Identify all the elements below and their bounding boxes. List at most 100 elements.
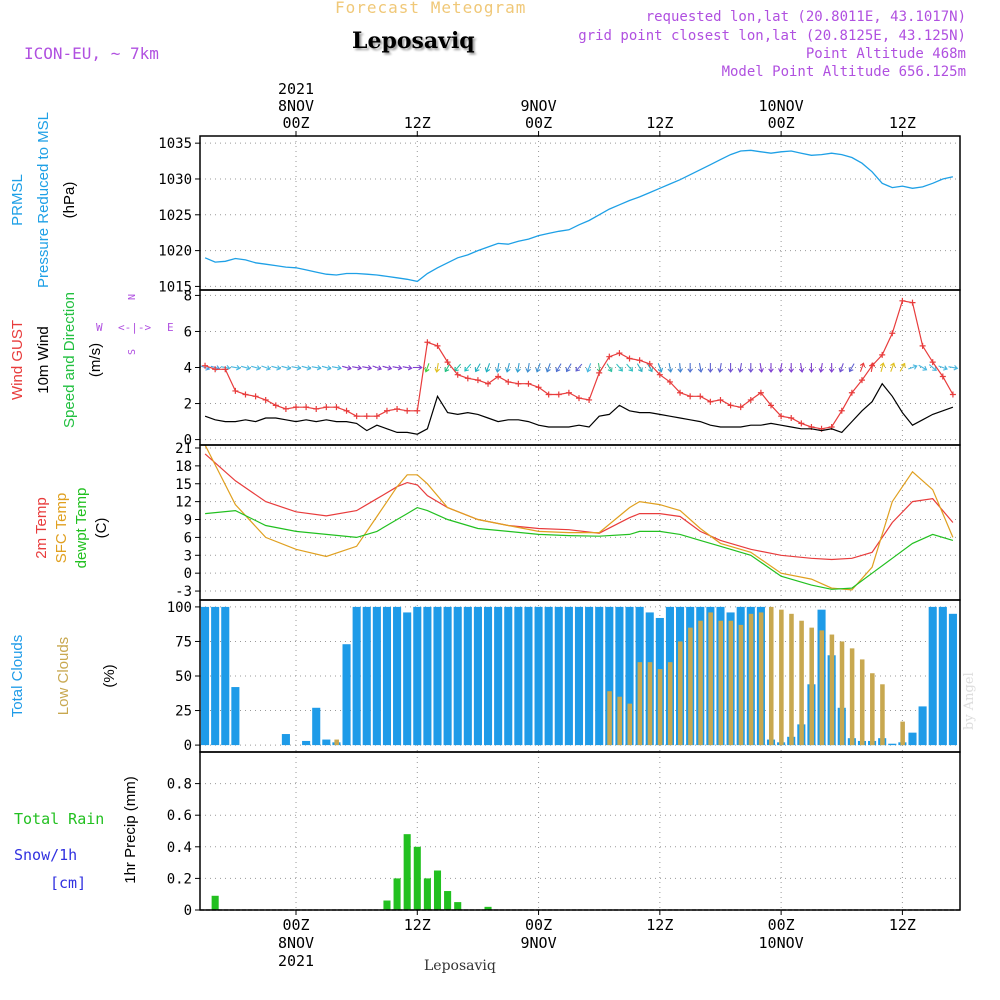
gust-marker (434, 342, 441, 349)
gust-marker (687, 393, 694, 400)
wind-arrow-head (677, 368, 683, 373)
low-cloud-bar (708, 612, 713, 746)
wind-arrow-shaft (880, 363, 884, 372)
wind-arrow-head (535, 367, 541, 373)
wind-arrow-shaft (668, 362, 672, 373)
dewpoint-line (205, 506, 954, 590)
gust-marker (838, 407, 845, 414)
wind-arrow-head (464, 366, 469, 372)
wind-arrow-head (648, 367, 653, 373)
wind-direction-arrow (555, 363, 562, 373)
bottom-time-label: 00Z (525, 916, 552, 934)
wind-arrow-shaft (372, 365, 382, 370)
low-cloud-bar (688, 627, 693, 746)
wind-arrow-shaft (859, 363, 865, 372)
gust-marker (202, 362, 209, 369)
panel-axis-label: Wind GUST (9, 320, 26, 400)
wind-arrow-head (778, 368, 784, 373)
gust-marker (586, 396, 593, 403)
compass-south: S (127, 349, 138, 355)
total-cloud-bar (413, 606, 422, 746)
wind-direction-arrow (484, 363, 491, 373)
low-cloud-bar (718, 620, 724, 746)
wind-arrow-head (890, 362, 896, 368)
gust-marker (252, 393, 259, 400)
model-label: ICON-EU, ~ 7km (24, 44, 159, 63)
low-cloud-bar (607, 691, 612, 746)
wind-direction-arrow (727, 363, 734, 373)
panel-axis-label: Low Clouds (55, 637, 72, 715)
temperature-tick-label: 3 (184, 548, 192, 564)
compass-arrows: <-|-> (118, 321, 151, 334)
total-cloud-bar (201, 606, 210, 746)
wind-direction-arrow (281, 365, 292, 371)
precip-tick-label: 0.4 (167, 840, 192, 856)
total-cloud-bar (221, 606, 230, 746)
wind-arrow-head (912, 364, 918, 370)
wind-arrow-shaft (352, 366, 362, 369)
total-cloud-bar (312, 707, 321, 746)
gust-marker (677, 389, 684, 396)
total-cloud-bar (231, 687, 240, 746)
wind-arrow-shaft (890, 363, 895, 372)
wind-arrow-head (286, 365, 292, 371)
wind-direction-arrow (301, 365, 312, 371)
wind-arrow-shaft (230, 366, 240, 369)
panel-axis-label: dewpt Temp (73, 488, 90, 569)
wind-direction-arrow (657, 363, 664, 373)
rain-bar (403, 834, 411, 910)
wind-direction-arrow (321, 365, 332, 371)
wind-arrow-head (687, 368, 693, 373)
gust-marker (737, 404, 744, 411)
wind-arrow-head (618, 366, 623, 372)
wind-arrow-shaft (251, 365, 261, 370)
gust-marker (495, 373, 502, 380)
wind-arrow-head (798, 368, 805, 373)
wind-direction-arrow (311, 365, 322, 371)
wind-arrow-shaft (566, 363, 572, 372)
gust-marker (565, 389, 572, 396)
wind-direction-arrow (828, 363, 835, 373)
wind-direction-arrow (585, 363, 592, 373)
precip-axis-label: 1hr Precip (mm) (122, 776, 139, 884)
wind-direction-arrow (412, 364, 423, 371)
gust-marker (757, 389, 764, 396)
wind-arrow-head (545, 367, 551, 373)
wind-arrow-head (848, 367, 854, 373)
total-cloud-bar (908, 732, 917, 746)
wind-direction-arrow (362, 365, 373, 371)
wind-arrow-head (922, 365, 928, 371)
wind-direction-arrow (474, 363, 481, 373)
gust-marker (697, 393, 704, 400)
total-cloud-bar (382, 606, 392, 746)
wind-direction-arrow (737, 362, 744, 373)
gust-marker (626, 355, 633, 362)
wind-arrow-shaft (271, 365, 281, 370)
gust-marker (798, 420, 805, 427)
precip-panel-frame (199, 751, 961, 911)
total-cloud-bar (514, 606, 523, 746)
panel-axis-label: 10m Wind (35, 326, 52, 394)
total-cloud-bar (372, 606, 381, 746)
wind-arrow-shaft (454, 363, 462, 372)
wind-arrow-head (515, 368, 521, 373)
wind-direction-arrow (818, 362, 825, 373)
wind-arrow-head (407, 365, 413, 371)
panel-axis-label: SFC Temp (53, 493, 70, 564)
total-cloud-bar (948, 613, 957, 746)
rain-bar (433, 870, 442, 910)
top-time-label: 8NOV (278, 97, 314, 115)
wind-arrow-head (495, 368, 501, 373)
wind-arrow-head (397, 365, 403, 371)
clouds-tick-label: 25 (175, 704, 192, 720)
requested-coords: requested lon,lat (20.8011E, 43.1017N) (645, 9, 966, 25)
bottom-time-label: 9NOV (521, 934, 557, 952)
top-time-label: 12Z (646, 114, 673, 132)
low-cloud-bar (779, 609, 784, 746)
wind-arrow-head (296, 365, 302, 371)
grid-point-coords: grid point closest lon,lat (20.8125E, 43… (578, 28, 966, 44)
wind-direction-arrow (918, 364, 928, 371)
total-cloud-bar (403, 612, 412, 746)
wind-direction-arrow (848, 363, 855, 373)
wind-arrow-shaft (556, 363, 562, 372)
